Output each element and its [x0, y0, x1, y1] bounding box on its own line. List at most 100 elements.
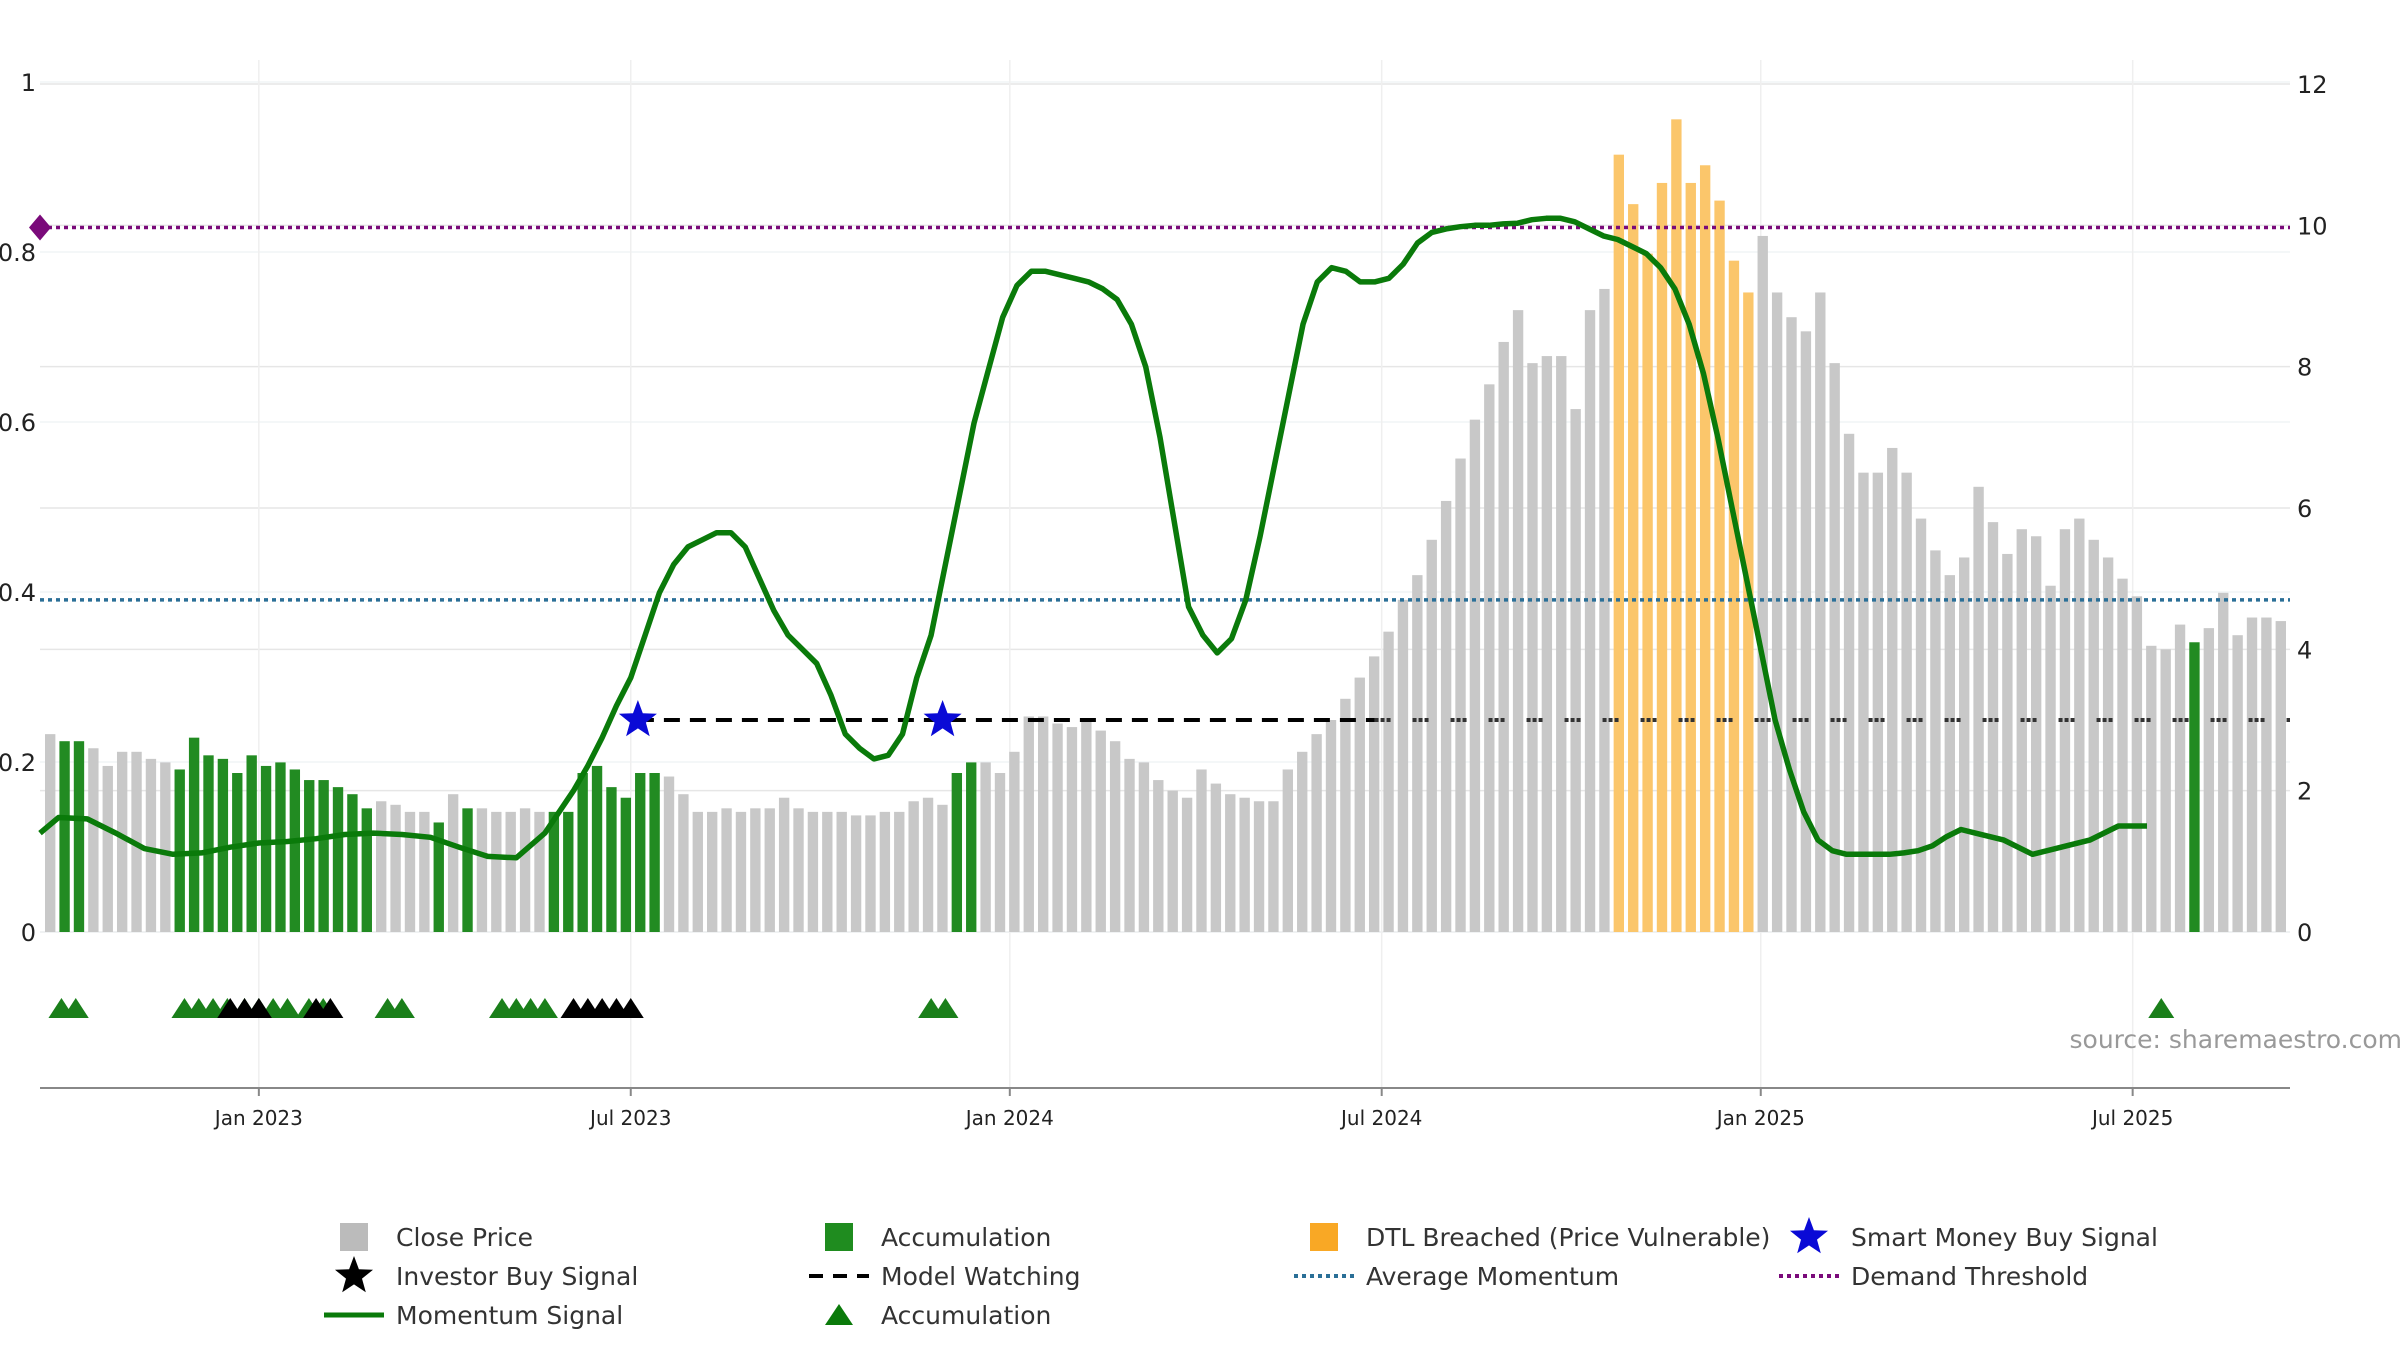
close-price-bar [1095, 730, 1106, 932]
legend-star-icon [1790, 1217, 1828, 1254]
close-price-bar [1959, 557, 1970, 932]
close-price-bar [2203, 628, 2215, 932]
legend-label: Accumulation [881, 1301, 1051, 1330]
legend-label: Model Watching [881, 1262, 1081, 1291]
close-price-bar [1210, 783, 1222, 932]
close-price-bar [2246, 617, 2258, 932]
close-price-bar [1253, 801, 1265, 932]
investor-buy-signal-marker [317, 998, 344, 1018]
dtl-breached-bar [1699, 165, 1711, 932]
legend-item: Investor Buy Signal [335, 1256, 638, 1293]
accumulation-triangle [531, 998, 558, 1018]
close-price-bar [2232, 635, 2243, 932]
close-price-bar [879, 811, 891, 932]
close-price-bar [2261, 617, 2272, 932]
close-price-bar [678, 794, 689, 932]
accumulation-triangle [62, 998, 89, 1018]
dtl-breached-bar [1642, 253, 1653, 933]
legend-item: Momentum Signal [324, 1301, 623, 1330]
legend-label: Close Price [396, 1223, 533, 1252]
accumulation-triangle [388, 998, 415, 1018]
accumulation-bar [217, 758, 229, 932]
close-price-bar [2146, 645, 2157, 932]
close-price-bar [491, 811, 502, 932]
accumulation-bar [591, 765, 603, 932]
legend-label: Demand Threshold [1851, 1262, 2088, 1291]
close-price-bar [1340, 698, 1351, 932]
close-price-bar [45, 734, 56, 932]
chart-lines [38, 215, 2290, 861]
close-price-bar [1412, 575, 1423, 932]
demand-threshold-marker [29, 214, 51, 241]
close-price-bar [2088, 539, 2099, 932]
accumulation-triangle [932, 998, 959, 1018]
accumulation-bar [635, 773, 646, 932]
accumulation-bar [462, 808, 473, 932]
dtl-breached-bar [1671, 119, 1682, 933]
close-price-bar [1037, 716, 1049, 932]
accumulation-bar [59, 741, 70, 932]
close-price-bar [1527, 363, 1538, 933]
close-price-bar [836, 811, 847, 932]
close-price-bar [1282, 769, 1294, 932]
close-price-bar [692, 811, 703, 932]
close-price-bar [1771, 292, 1783, 932]
close-price-bar [376, 801, 387, 932]
close-price-bar [1570, 409, 1581, 933]
close-price-bar [1987, 522, 1999, 932]
close-price-bar [519, 808, 531, 932]
legend-swatch [1310, 1223, 1338, 1251]
dtl-breached-bar [1628, 204, 1639, 933]
y-right-tick-label: 4 [2297, 636, 2312, 664]
chart-legend: Close Price Accumulation DTL Breached (Pri… [324, 1217, 2158, 1330]
close-price-bar [1556, 356, 1567, 933]
close-price-bar [980, 762, 991, 932]
close-price-bar [116, 751, 128, 932]
close-price-bar [1009, 751, 1020, 932]
accumulation-bar [232, 773, 243, 932]
close-price-bar [1800, 331, 1812, 932]
y-right-tick-label: 2 [2297, 778, 2312, 806]
close-price-bar [778, 797, 790, 932]
close-price-bar [1872, 472, 1884, 932]
x-tick-label: Jan 2024 [964, 1106, 1054, 1130]
chart-markers [29, 214, 2175, 1018]
close-price-bar [1124, 758, 1135, 932]
close-price-bar [1815, 292, 1826, 932]
close-price-bar [1081, 720, 1092, 932]
close-price-bar [1138, 762, 1150, 932]
accumulation-bar [2189, 642, 2200, 932]
accumulation-bar [361, 808, 372, 932]
close-price-bar [764, 808, 775, 932]
close-price-bar [793, 808, 804, 932]
y-left-tick-label: 0.2 [0, 749, 36, 777]
close-price-bar [1368, 656, 1380, 932]
close-price-bar [1887, 447, 1898, 932]
close-price-bar [1066, 727, 1078, 932]
legend-item: Average Momentum [1294, 1262, 1619, 1291]
close-price-bar [476, 808, 488, 932]
close-price-bar [1426, 539, 1437, 932]
legend-triangle-icon [825, 1304, 853, 1325]
accumulation-bar [289, 769, 301, 932]
close-price-bar [1196, 769, 1207, 932]
close-price-bar [160, 762, 171, 932]
close-price-bar [1541, 356, 1553, 933]
close-price-bar [1297, 751, 1308, 932]
close-price-bar [1843, 433, 1855, 932]
close-price-bar [2275, 621, 2286, 932]
close-price-bar [807, 811, 819, 932]
close-price-bar [735, 811, 747, 932]
close-price-bar [505, 811, 516, 932]
close-price-bar [2117, 578, 2128, 932]
close-price-bar [390, 804, 401, 932]
close-price-bar [2002, 553, 2013, 932]
accumulation-bar [966, 762, 977, 932]
accumulation-bar [548, 811, 560, 932]
close-price-bar [1512, 310, 1524, 933]
accumulation-bar [347, 794, 358, 932]
smart-money-buy-signal [923, 700, 962, 737]
close-price-bar [1268, 801, 1279, 932]
smart-money-buy-signal [618, 700, 657, 737]
dtl-breached-bar [1714, 200, 1725, 933]
